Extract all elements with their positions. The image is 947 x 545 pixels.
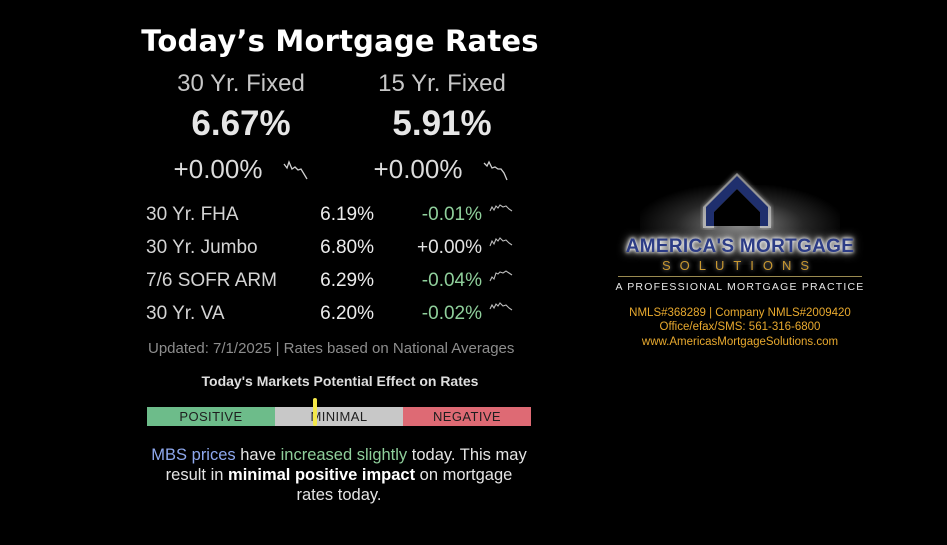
rate-row-change: -0.02% (421, 303, 482, 324)
trend-sparkline-icon (489, 204, 513, 212)
market-message: MBS prices have increased slightly today… (148, 445, 530, 505)
brand-divider (618, 276, 862, 277)
featured-15yr-rate: 5.91% (392, 104, 492, 143)
rate-row-label: 7/6 SOFR ARM (146, 270, 277, 291)
message-text: today. This may result in (165, 446, 527, 484)
trend-sparkline-icon (283, 160, 308, 180)
featured-30yr-label: 30 Yr. Fixed (177, 70, 305, 97)
trend-sparkline-icon (483, 160, 508, 181)
rate-row-change: -0.04% (421, 270, 482, 291)
featured-30yr-rate: 6.67% (191, 104, 291, 143)
trend-text: increased slightly (280, 446, 408, 464)
effect-title: Today's Markets Potential Effect on Rate… (201, 373, 479, 389)
brand-name: AMERICA'S MORTGAGE (625, 236, 855, 257)
rate-row-change: +0.00% (417, 237, 482, 258)
phone-info: Office/efax/SMS: 561-316-6800 (659, 321, 821, 333)
nmls-info: NMLS#368289 | Company NMLS#2009420 (629, 307, 851, 319)
message-text: have (235, 446, 281, 464)
brand-subtitle: SOLUTIONS (661, 258, 819, 273)
rate-row-change: -0.01% (421, 204, 482, 225)
updated-note: Updated: 7/1/2025 | Rates based on Natio… (148, 340, 515, 357)
rate-row-rate: 6.29% (320, 270, 374, 291)
brand-tagline: A PROFESSIONAL MORTGAGE PRACTICE (615, 281, 865, 293)
rate-row-label: 30 Yr. FHA (146, 204, 239, 225)
website-link[interactable]: www.AmericasMortgageSolutions.com (641, 336, 839, 348)
house-roof-logo-icon (703, 173, 771, 228)
effect-scale-bar: POSITIVE MINIMAL NEGATIVE (147, 407, 531, 426)
impact-text: minimal positive impact (228, 466, 416, 484)
featured-15yr-label: 15 Yr. Fixed (378, 70, 506, 97)
rate-row-label: 30 Yr. Jumbo (146, 237, 258, 258)
trend-sparkline-icon (489, 270, 513, 282)
effect-negative-segment: NEGATIVE (403, 407, 531, 426)
effect-positive-segment: POSITIVE (147, 407, 275, 426)
rate-row-label: 30 Yr. VA (146, 303, 225, 324)
rate-row-rate: 6.19% (320, 204, 374, 225)
trend-sparkline-icon (489, 237, 513, 247)
mbs-prices-text: MBS prices (151, 446, 236, 464)
trend-sparkline-icon (489, 302, 513, 311)
effect-indicator (313, 398, 317, 426)
page-title: Today’s Mortgage Rates (141, 24, 539, 58)
rate-row-rate: 6.20% (320, 303, 374, 324)
effect-minimal-segment: MINIMAL (275, 407, 403, 426)
message-text: on mortgage rates today. (296, 466, 513, 504)
rate-row-rate: 6.80% (320, 237, 374, 258)
featured-30yr-change: +0.00% (173, 154, 263, 184)
featured-15yr-change: +0.00% (373, 154, 463, 184)
